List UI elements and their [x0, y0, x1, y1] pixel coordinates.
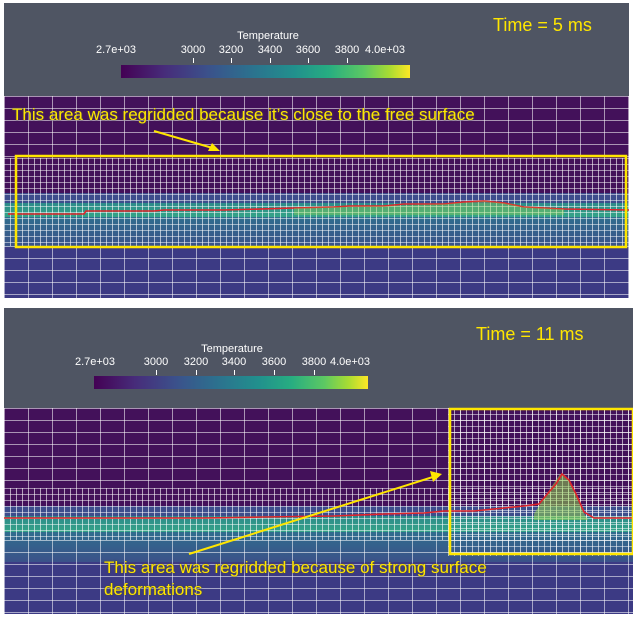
overlay-graphics: [4, 407, 633, 556]
colorbar-tick: 3400: [221, 356, 247, 368]
colorbar-tick: 3600: [261, 356, 287, 368]
regrid-highlight-box: [448, 407, 633, 556]
coarse-mesh-bottom: [4, 246, 629, 298]
fine-mesh-region: [4, 158, 629, 246]
tick-mark: [347, 58, 348, 63]
tick-mark: [308, 58, 309, 63]
tick-mark: [234, 370, 235, 375]
colorbar-tick: 2.7e+03: [95, 44, 137, 56]
free-surface-line: [4, 472, 633, 519]
surface-bulge: [294, 201, 564, 215]
tick-mark: [193, 58, 194, 63]
colorbar-gradient: [94, 376, 368, 389]
colorbar-tick: 2.7e+03: [74, 356, 116, 368]
tick-mark: [196, 370, 197, 375]
tick-mark: [156, 370, 157, 375]
colorbar-tick: 3000: [143, 356, 169, 368]
colorbar-tick: 3200: [218, 44, 244, 56]
colorbar-tick: 3800: [334, 44, 360, 56]
simulation-panel-5ms: Time = 5 ms Temperature 2.7e+03 3000 320…: [4, 3, 629, 298]
simulation-panel-11ms: Time = 11 ms Temperature 2.7e+03 3000 32…: [4, 308, 633, 614]
annotation-surface-deformations-line1: This area was regridded because of stron…: [104, 558, 487, 577]
coarse-mesh-top: [4, 96, 629, 158]
annotation-arrow: [153, 130, 217, 150]
regrid-highlight-box: [14, 154, 628, 249]
colorbar-gradient: [121, 65, 410, 78]
colorbar-tick: 4.0e+03: [329, 356, 371, 368]
background: [4, 3, 629, 96]
annotation-surface-deformations-line2: deformations: [104, 580, 203, 599]
arrowhead: [430, 471, 442, 482]
tick-mark: [231, 58, 232, 63]
tick-mark: [270, 58, 271, 63]
background: [4, 308, 633, 408]
annotation-arrow: [188, 475, 437, 555]
colorbar-title: Temperature: [237, 30, 299, 42]
free-surface-line: [8, 200, 629, 215]
tick-mark: [274, 370, 275, 375]
colorbar-tick: 3400: [257, 44, 283, 56]
time-label: Time = 11 ms: [476, 324, 584, 344]
deformation-spike: [534, 474, 588, 520]
colorbar-title: Temperature: [201, 343, 263, 355]
colorbar-tick: 3800: [301, 356, 327, 368]
annotation-close-to-surface: This area was regridded because it’s clo…: [12, 105, 475, 124]
colorbar-tick: 3600: [295, 44, 321, 56]
overlay-graphics: [8, 130, 629, 249]
tick-mark: [314, 370, 315, 375]
colorbar-tick: 3200: [183, 356, 209, 368]
time-label: Time = 5 ms: [493, 15, 592, 35]
arrowhead: [208, 143, 220, 151]
fine-mesh-deformation-region: [448, 408, 633, 556]
colorbar-tick: 3000: [180, 44, 206, 56]
colorbar-tick: 4.0e+03: [364, 44, 406, 56]
